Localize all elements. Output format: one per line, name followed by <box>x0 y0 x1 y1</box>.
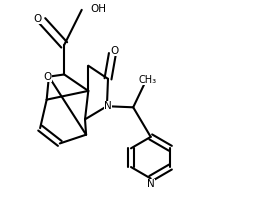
Text: O: O <box>44 72 52 82</box>
Text: O: O <box>111 46 119 57</box>
Text: OH: OH <box>90 4 106 14</box>
Text: CH₃: CH₃ <box>138 75 156 85</box>
Text: N: N <box>147 179 155 189</box>
Text: O: O <box>34 14 42 24</box>
Text: N: N <box>104 101 112 111</box>
